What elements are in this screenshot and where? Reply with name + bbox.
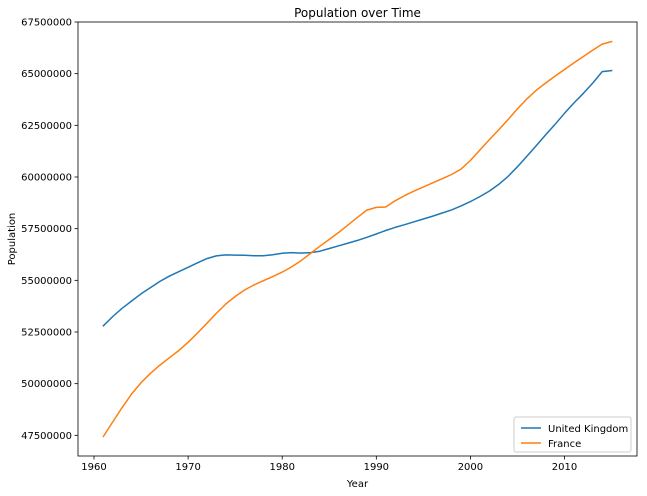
y-tick-label: 67500000	[21, 18, 72, 29]
x-axis-title: Year	[346, 479, 369, 490]
plot-frame	[77, 21, 638, 457]
y-axis-ticks: 47500000 50000000 52500000 55000000 57500000…	[21, 18, 78, 442]
x-axis-ticks: 1960 1970 1980 1990 2000 2010	[81, 456, 577, 473]
x-tick-label: 1980	[269, 462, 294, 473]
y-tick-label: 62500000	[21, 121, 72, 132]
series-line-france	[102, 40, 613, 438]
y-tick-label: 50000000	[21, 379, 72, 390]
x-tick-label: 1990	[364, 462, 389, 473]
y-tick-label: 60000000	[21, 173, 72, 184]
chart-title: Population over Time	[294, 6, 421, 20]
legend-box	[513, 416, 632, 453]
y-tick-label: 52500000	[21, 328, 72, 339]
series-layer	[102, 40, 613, 438]
series-line-united-kingdom	[102, 69, 613, 327]
x-tick-label: 2000	[458, 462, 483, 473]
legend-label-united-kingdom: United Kingdom	[548, 424, 628, 435]
legend-label-france: France	[548, 439, 581, 450]
x-tick-label: 1970	[175, 462, 200, 473]
y-axis-title: Population	[7, 213, 18, 266]
y-tick-label: 65000000	[21, 69, 72, 80]
y-tick-label: 57500000	[21, 224, 72, 235]
legend: United Kingdom France	[513, 416, 632, 453]
y-tick-label: 47500000	[21, 431, 72, 442]
x-tick-label: 2010	[552, 462, 577, 473]
y-tick-label: 55000000	[21, 276, 72, 287]
x-tick-label: 1960	[81, 462, 106, 473]
